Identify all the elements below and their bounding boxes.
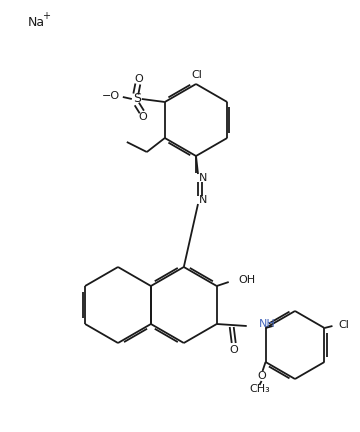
Text: OH: OH bbox=[239, 275, 256, 285]
Text: −O: −O bbox=[102, 91, 120, 101]
Text: O: O bbox=[134, 74, 143, 84]
Text: O: O bbox=[257, 371, 266, 381]
Text: NH: NH bbox=[259, 319, 275, 329]
Text: S: S bbox=[133, 92, 141, 105]
Text: CH₃: CH₃ bbox=[249, 384, 270, 394]
Text: N: N bbox=[199, 173, 207, 183]
Text: +: + bbox=[42, 11, 50, 21]
Text: O: O bbox=[229, 345, 238, 355]
Text: Cl: Cl bbox=[338, 320, 349, 330]
Text: N: N bbox=[199, 195, 207, 205]
Text: O: O bbox=[139, 112, 147, 122]
Text: Cl: Cl bbox=[192, 70, 202, 80]
Text: Na: Na bbox=[28, 16, 45, 29]
